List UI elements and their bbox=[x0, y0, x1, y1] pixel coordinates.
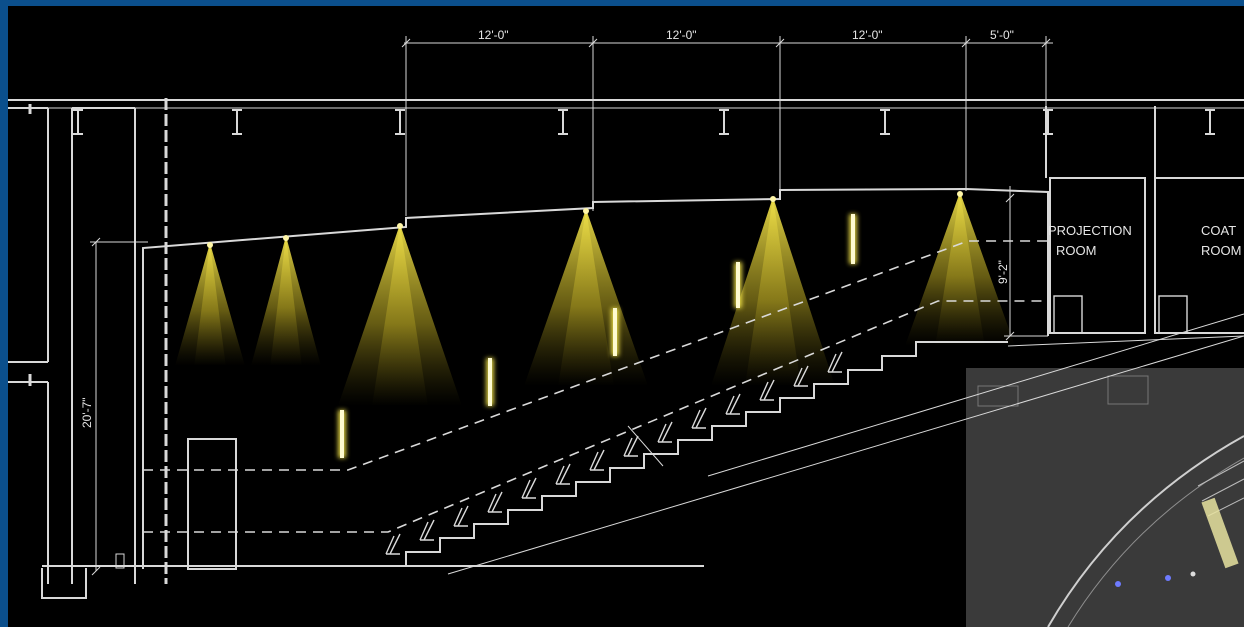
i-beam-icon bbox=[232, 109, 242, 135]
i-beam-icon bbox=[1205, 109, 1215, 135]
projection-coat-rooms bbox=[1007, 106, 1244, 347]
seat-icon bbox=[521, 477, 537, 499]
i-beam-icon bbox=[73, 109, 83, 135]
dimension-label: 12'-0" bbox=[666, 28, 697, 42]
height-label-left: 20'-7" bbox=[80, 397, 94, 428]
height-label-right: 9'-2" bbox=[996, 260, 1010, 284]
downlight-cone-icon bbox=[524, 208, 648, 386]
stepped-seating bbox=[385, 313, 1244, 575]
downlight-cone-icon bbox=[711, 196, 835, 386]
seat-icon bbox=[419, 519, 435, 541]
inset-plan bbox=[966, 368, 1244, 627]
i-beam-icon bbox=[1043, 109, 1053, 135]
downlight-cone-icon bbox=[338, 223, 462, 406]
ground-line bbox=[42, 565, 704, 569]
dimension-string bbox=[401, 36, 1053, 216]
ceiling-profile bbox=[142, 187, 1049, 569]
projection-room-label: PROJECTION bbox=[1048, 223, 1132, 238]
projection-room-label: ROOM bbox=[1056, 243, 1097, 258]
i-beam-icon bbox=[719, 109, 729, 135]
dimension-label: 12'-0" bbox=[478, 28, 509, 42]
downlight-cones bbox=[175, 191, 1015, 406]
wall-sconce-icon bbox=[611, 308, 619, 356]
downlight-cone-icon bbox=[905, 191, 1015, 346]
seat-icon bbox=[555, 463, 571, 485]
wall-sconce-icon bbox=[849, 214, 857, 264]
seat-icon bbox=[759, 379, 775, 401]
seat-icon bbox=[827, 351, 843, 373]
downlight-cone-icon bbox=[175, 242, 245, 366]
left-wall bbox=[8, 98, 237, 599]
i-beam-icon bbox=[395, 109, 405, 135]
section-drawing: 12'-0" 12'-0" 12'-0" 5'-0" 20'-7" 9'-2" … bbox=[8, 6, 1244, 627]
height-dimension-right bbox=[1004, 186, 1048, 341]
seat-icon bbox=[453, 505, 469, 527]
wall-sconce-icon bbox=[486, 358, 494, 406]
seat-icon bbox=[657, 421, 673, 443]
wall-sconce-icon bbox=[338, 410, 346, 458]
seat-icon bbox=[725, 393, 741, 415]
i-beam-icon bbox=[880, 109, 890, 135]
i-beam-icon bbox=[558, 109, 568, 135]
seat-icon bbox=[487, 491, 503, 513]
coat-room-label: COAT bbox=[1201, 223, 1237, 238]
floor-light-dot-icon bbox=[1165, 575, 1171, 581]
seat-icon bbox=[623, 435, 639, 457]
seat-icon bbox=[589, 449, 605, 471]
seat-icon bbox=[385, 533, 401, 555]
inset-light-strip bbox=[1201, 497, 1239, 569]
height-dimension-left bbox=[90, 237, 148, 576]
coat-room-label: ROOM bbox=[1201, 243, 1242, 258]
floor-light-dot-icon bbox=[1115, 581, 1121, 587]
wall-sconce-icon bbox=[734, 262, 742, 308]
dimension-label: 12'-0" bbox=[852, 28, 883, 42]
dimension-label: 5'-0" bbox=[990, 28, 1014, 42]
wall-sconces bbox=[338, 214, 857, 458]
sightlines bbox=[143, 240, 1048, 533]
seat-icon bbox=[793, 365, 809, 387]
seat-icon bbox=[691, 407, 707, 429]
auditorium-section bbox=[8, 36, 1244, 627]
downlight-cone-icon bbox=[251, 235, 321, 366]
roof-structure bbox=[8, 99, 1244, 135]
